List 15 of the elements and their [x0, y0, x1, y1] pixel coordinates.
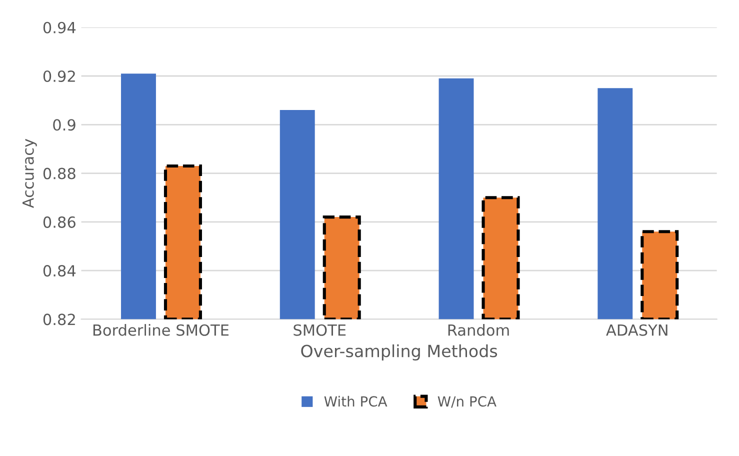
legend-label: With PCA: [324, 396, 388, 407]
y-tick-label: 0.86: [43, 216, 76, 228]
y-axis-title: Accuracy: [22, 138, 37, 208]
x-axis-title: Over-sampling Methods: [301, 344, 498, 361]
y-tick-label: 0.82: [43, 314, 75, 326]
x-tick-label: ADASYN: [606, 324, 668, 336]
y-tick-label: 0.9: [53, 119, 76, 131]
y-tick-label: 0.94: [43, 22, 76, 34]
x-tick-label: SMOTE: [294, 324, 346, 336]
y-tick-label: 0.92: [43, 70, 75, 82]
y-tick-label: 0.84: [43, 265, 76, 277]
x-tick-label: Borderline SMOTE: [93, 324, 229, 336]
y-tick-label: 0.88: [43, 168, 76, 180]
x-tick-label: Random: [448, 324, 509, 336]
legend-label: W/n PCA: [438, 396, 496, 408]
